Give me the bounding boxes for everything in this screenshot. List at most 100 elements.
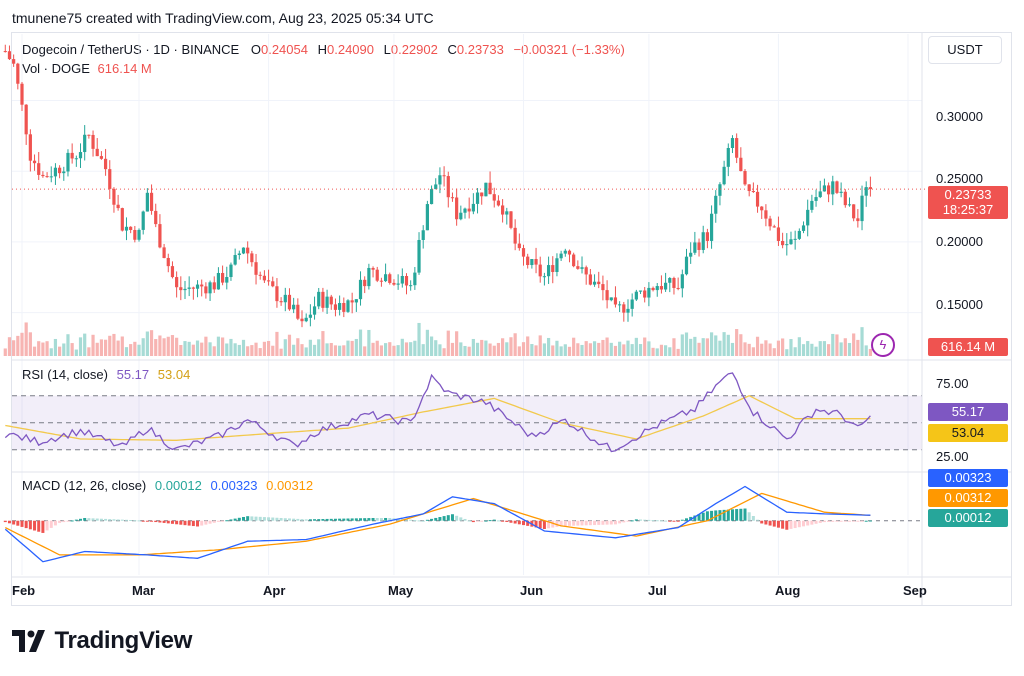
macd-hist-bar xyxy=(534,520,538,528)
candle-body xyxy=(689,252,693,257)
candle-body xyxy=(630,299,634,309)
candle-body xyxy=(459,212,463,220)
lightning-icon[interactable]: ϟ xyxy=(871,333,895,357)
volume-bar xyxy=(429,336,434,356)
volume-bar xyxy=(743,342,747,356)
macd-hist-bar xyxy=(53,520,57,526)
volume-bar xyxy=(312,344,317,356)
macd-hist-bar xyxy=(191,520,195,527)
candle-body xyxy=(513,227,517,244)
currency-button[interactable]: USDT xyxy=(928,36,1002,64)
candle-body xyxy=(271,281,275,287)
macd-tag: 0.00323 xyxy=(928,469,1008,487)
volume-bar xyxy=(350,340,354,356)
candle-body xyxy=(216,272,221,290)
candle-body xyxy=(659,286,664,290)
volume-value: 616.14 M xyxy=(97,61,152,76)
volume-bar xyxy=(785,349,789,356)
volume-bar xyxy=(789,339,793,356)
volume-legend[interactable]: Vol · DOGE 616.14 M xyxy=(22,61,152,76)
grid xyxy=(12,34,922,575)
volume-bar xyxy=(317,339,321,356)
macd-hist-bar xyxy=(124,519,128,521)
candle-body xyxy=(195,284,200,289)
candle-body xyxy=(208,282,212,294)
rsi-legend[interactable]: RSI (14, close) 55.17 53.04 xyxy=(22,367,190,382)
candle-body xyxy=(254,262,258,275)
macd-hist-bar xyxy=(41,520,45,533)
macd-hist-bar xyxy=(626,520,630,522)
macd-hist-bar xyxy=(580,520,584,526)
volume-bar xyxy=(229,338,233,356)
tradingview-logo[interactable]: TradingView xyxy=(12,627,192,657)
rsi-pane xyxy=(4,372,922,453)
candle-body xyxy=(781,240,785,246)
macd-hist-bar xyxy=(463,518,467,521)
macd-hist-bar xyxy=(12,520,16,525)
macd-hist-bar xyxy=(150,520,154,522)
candle-body xyxy=(95,148,99,157)
candle-body xyxy=(333,304,338,310)
volume-bar xyxy=(822,341,827,356)
macd-hist-bar xyxy=(338,518,342,521)
candle-body xyxy=(183,288,187,291)
volume-bar xyxy=(170,335,175,356)
candle-body xyxy=(283,294,287,303)
macd-signal-value: 0.00312 xyxy=(266,478,314,493)
volume-bar xyxy=(638,344,643,356)
candle-body xyxy=(229,264,233,278)
macd-hist-bar xyxy=(747,512,751,521)
volume-bar xyxy=(542,343,547,356)
volume-bar xyxy=(16,335,20,356)
candle-body xyxy=(62,171,66,174)
volume-bar xyxy=(296,338,300,356)
candle-body xyxy=(680,274,684,289)
volume-bar xyxy=(530,344,534,356)
candle-body xyxy=(103,158,108,170)
macd-hist-bar xyxy=(329,518,333,521)
candle-body xyxy=(279,301,283,303)
symbol-legend[interactable]: Dogecoin / TetherUS · 1D · BINANCE O0.24… xyxy=(22,42,625,57)
volume-bar xyxy=(709,332,714,356)
volume-bar xyxy=(141,338,145,356)
candle-body xyxy=(175,277,179,288)
macd-hist-bar xyxy=(175,520,179,525)
volume-bar xyxy=(551,345,555,356)
macd-hist-bar xyxy=(99,518,103,521)
macd-hist-bar xyxy=(868,520,872,522)
candle-body xyxy=(225,277,229,283)
macd-hist-bar xyxy=(200,520,204,526)
candle-body xyxy=(764,210,768,219)
volume-bar xyxy=(835,334,839,356)
candle-body xyxy=(793,238,797,240)
candle-body xyxy=(747,184,751,192)
macd-hist-bar xyxy=(785,520,789,530)
macd-legend[interactable]: MACD (12, 26, close) 0.00012 0.00323 0.0… xyxy=(22,478,313,493)
candle-body xyxy=(751,191,755,193)
macd-hist-bar xyxy=(768,520,772,526)
candle-body xyxy=(371,267,375,270)
volume-bar xyxy=(626,340,630,356)
volume-bar xyxy=(655,348,659,356)
macd-hist-bar xyxy=(701,512,705,521)
macd-hist-bar xyxy=(659,520,663,522)
candle-body xyxy=(388,274,392,283)
candle-body xyxy=(108,169,112,189)
candle-body xyxy=(99,156,104,159)
macd-hist-bar xyxy=(484,520,488,522)
volume-bar xyxy=(856,339,860,356)
volume-bar xyxy=(3,348,7,356)
candle-body xyxy=(179,287,183,291)
volume-bar xyxy=(225,343,229,356)
macd-hist-bar xyxy=(120,519,124,521)
candle-body xyxy=(517,243,521,249)
candle-body xyxy=(450,197,455,199)
volume-bar xyxy=(304,347,308,356)
volume-bar xyxy=(534,345,538,356)
candle-body xyxy=(822,185,827,192)
macd-hist-bar xyxy=(33,520,37,531)
candle-body xyxy=(484,182,488,197)
macd-hist-bar xyxy=(304,519,308,521)
volume-bar xyxy=(187,341,191,356)
